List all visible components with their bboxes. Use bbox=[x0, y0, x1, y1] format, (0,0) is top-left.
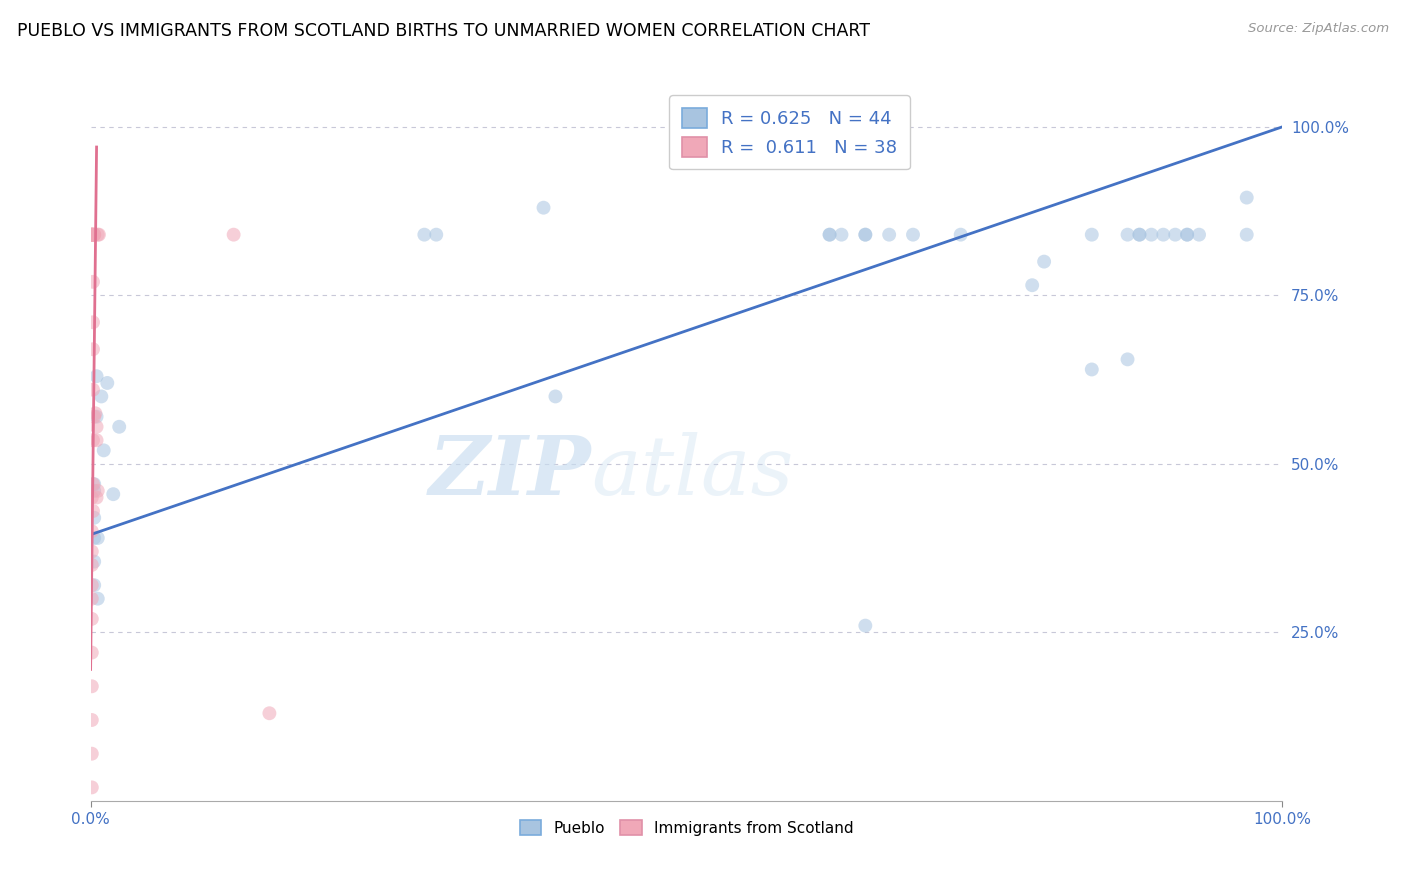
Point bbox=[82, 434, 104, 448]
Point bbox=[1081, 227, 1104, 242]
Point bbox=[413, 227, 436, 242]
Point bbox=[1236, 191, 1258, 205]
Point bbox=[1175, 227, 1198, 242]
Point bbox=[86, 491, 108, 505]
Point bbox=[83, 510, 105, 524]
Point bbox=[818, 227, 841, 242]
Point bbox=[533, 201, 555, 215]
Point bbox=[1116, 352, 1139, 367]
Point bbox=[544, 389, 567, 403]
Point bbox=[80, 679, 103, 693]
Point bbox=[82, 504, 104, 518]
Point bbox=[84, 406, 107, 420]
Point bbox=[108, 419, 131, 434]
Text: atlas: atlas bbox=[591, 433, 793, 512]
Point bbox=[80, 646, 103, 660]
Point bbox=[96, 376, 118, 390]
Point bbox=[80, 612, 103, 626]
Point bbox=[1116, 227, 1139, 242]
Point bbox=[831, 227, 853, 242]
Point bbox=[80, 591, 103, 606]
Point bbox=[87, 531, 110, 545]
Point bbox=[1164, 227, 1187, 242]
Point bbox=[1128, 227, 1150, 242]
Point bbox=[86, 434, 108, 448]
Point bbox=[86, 409, 108, 424]
Point bbox=[259, 706, 281, 721]
Point bbox=[853, 227, 876, 242]
Point bbox=[83, 227, 105, 242]
Point bbox=[83, 227, 105, 242]
Point bbox=[80, 227, 103, 242]
Point bbox=[80, 227, 103, 242]
Point bbox=[87, 227, 110, 242]
Point bbox=[82, 275, 104, 289]
Point bbox=[80, 227, 103, 242]
Point bbox=[80, 780, 103, 795]
Point bbox=[83, 477, 105, 491]
Point bbox=[82, 477, 104, 491]
Point bbox=[83, 555, 105, 569]
Point bbox=[80, 747, 103, 761]
Point bbox=[1140, 227, 1163, 242]
Point bbox=[1128, 227, 1150, 242]
Point bbox=[877, 227, 900, 242]
Point bbox=[83, 531, 105, 545]
Point bbox=[1152, 227, 1174, 242]
Point bbox=[82, 315, 104, 329]
Point bbox=[86, 419, 108, 434]
Text: Source: ZipAtlas.com: Source: ZipAtlas.com bbox=[1249, 22, 1389, 36]
Point bbox=[80, 524, 103, 539]
Point bbox=[90, 389, 112, 403]
Point bbox=[1236, 227, 1258, 242]
Legend: Pueblo, Immigrants from Scotland: Pueblo, Immigrants from Scotland bbox=[512, 812, 860, 843]
Point bbox=[80, 227, 103, 242]
Point bbox=[1188, 227, 1211, 242]
Point bbox=[87, 591, 110, 606]
Point bbox=[82, 383, 104, 397]
Point bbox=[83, 409, 105, 424]
Point bbox=[901, 227, 924, 242]
Point bbox=[83, 578, 105, 592]
Point bbox=[86, 369, 108, 384]
Point bbox=[1021, 278, 1043, 293]
Point bbox=[83, 483, 105, 498]
Point bbox=[83, 227, 105, 242]
Point bbox=[80, 227, 103, 242]
Point bbox=[87, 227, 110, 242]
Point bbox=[93, 443, 115, 458]
Point bbox=[222, 227, 245, 242]
Point bbox=[1033, 254, 1056, 268]
Text: PUEBLO VS IMMIGRANTS FROM SCOTLAND BIRTHS TO UNMARRIED WOMEN CORRELATION CHART: PUEBLO VS IMMIGRANTS FROM SCOTLAND BIRTH… bbox=[17, 22, 870, 40]
Point bbox=[80, 713, 103, 727]
Point bbox=[82, 343, 104, 357]
Point bbox=[818, 227, 841, 242]
Text: ZIP: ZIP bbox=[429, 433, 591, 512]
Point bbox=[853, 227, 876, 242]
Point bbox=[853, 618, 876, 632]
Point bbox=[80, 227, 103, 242]
Point bbox=[103, 487, 125, 501]
Point bbox=[949, 227, 972, 242]
Point bbox=[80, 544, 103, 558]
Point bbox=[425, 227, 447, 242]
Point bbox=[80, 558, 103, 572]
Point bbox=[80, 491, 103, 505]
Point bbox=[1081, 362, 1104, 376]
Point bbox=[87, 483, 110, 498]
Point bbox=[80, 578, 103, 592]
Point bbox=[1175, 227, 1198, 242]
